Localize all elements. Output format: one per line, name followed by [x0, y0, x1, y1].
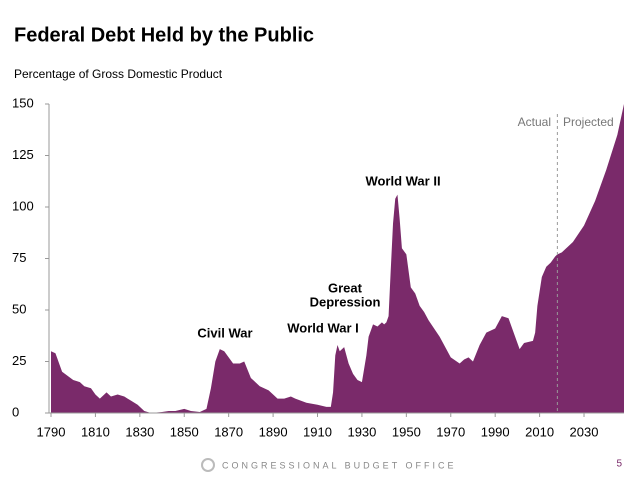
x-tick-label: 1830: [125, 424, 154, 439]
x-tick-label: 1930: [347, 424, 376, 439]
y-tick-label: 25: [12, 353, 26, 368]
annotation: Great: [328, 280, 363, 295]
x-tick-label: 1970: [436, 424, 465, 439]
x-tick-label: 1810: [81, 424, 110, 439]
annotation: World War II: [365, 173, 440, 188]
x-tick-label: 2010: [525, 424, 554, 439]
page-number: 5: [616, 459, 622, 470]
area: [51, 104, 624, 413]
chart-subtitle: Percentage of Gross Domestic Product: [14, 67, 223, 81]
y-tick-label: 125: [12, 147, 34, 162]
y-tick-label: 75: [12, 250, 26, 265]
annotation: Depression: [310, 294, 381, 309]
x-tick-label: 1910: [303, 424, 332, 439]
annotation: Actual: [518, 115, 551, 129]
y-tick-label: 100: [12, 198, 34, 213]
x-tick-label: 1790: [37, 424, 66, 439]
plot: 0 25 50 75 100 125 150 1790 1810 1830 1850 1870 1890…: [12, 95, 624, 439]
x-tick-label: 1990: [481, 424, 510, 439]
x-tick-label: 1950: [392, 424, 421, 439]
x-tick-label: 1850: [170, 424, 199, 439]
y-tick-label: 0: [12, 404, 19, 419]
annotation: Projected: [563, 115, 614, 129]
y-tick-label: 50: [12, 301, 26, 316]
chart-title: Federal Debt Held by the Public: [14, 24, 314, 46]
x-tick-label: 1890: [259, 424, 288, 439]
y-tick-label: 150: [12, 95, 34, 110]
footer-org: CONGRESSIONAL BUDGET OFFICE: [222, 460, 457, 470]
annotation: Civil War: [197, 325, 252, 340]
x-tick-label: 2030: [570, 424, 599, 439]
x-tick-label: 1870: [214, 424, 243, 439]
logo: [201, 458, 215, 472]
annotation: World War I: [287, 320, 359, 335]
